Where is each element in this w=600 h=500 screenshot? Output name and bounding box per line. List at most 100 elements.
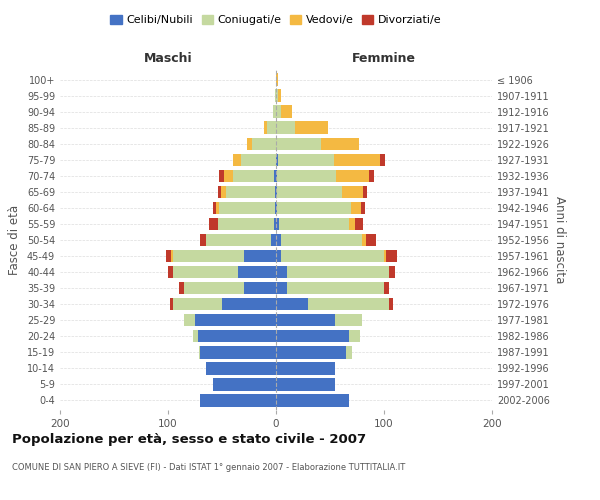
Bar	[322, 138, 359, 150]
Bar	[274, 170, 276, 182]
Bar	[277, 186, 342, 198]
Bar	[218, 186, 221, 198]
Bar	[276, 378, 335, 390]
Bar	[389, 298, 392, 310]
Bar	[281, 234, 362, 246]
Text: Popolazione per età, sesso e stato civile - 2007: Popolazione per età, sesso e stato civil…	[12, 432, 366, 446]
Bar	[276, 234, 281, 246]
Bar	[193, 330, 198, 342]
Bar	[277, 170, 337, 182]
Bar	[218, 218, 274, 230]
Bar	[168, 266, 173, 278]
Bar	[200, 234, 206, 246]
Bar	[214, 202, 215, 214]
Bar	[179, 282, 184, 294]
Bar	[166, 250, 171, 262]
Bar	[275, 90, 276, 102]
Bar	[274, 218, 276, 230]
Bar	[219, 202, 275, 214]
Bar	[273, 106, 276, 118]
Bar	[365, 234, 376, 246]
Bar	[380, 154, 385, 166]
Bar	[224, 170, 233, 182]
Bar	[276, 90, 278, 102]
Bar	[247, 138, 252, 150]
Bar	[346, 346, 352, 358]
Bar	[170, 298, 173, 310]
Bar	[206, 362, 276, 374]
Bar	[173, 298, 222, 310]
Bar	[206, 234, 271, 246]
Bar	[171, 250, 173, 262]
Legend: Celibi/Nubili, Coniugati/e, Vedovi/e, Divorziati/e: Celibi/Nubili, Coniugati/e, Vedovi/e, Di…	[106, 10, 446, 30]
Text: COMUNE DI SAN PIERO A SIEVE (FI) - Dati ISTAT 1° gennaio 2007 - Elaborazione TUT: COMUNE DI SAN PIERO A SIEVE (FI) - Dati …	[12, 462, 405, 471]
Bar	[184, 314, 195, 326]
Bar	[279, 218, 349, 230]
Bar	[195, 314, 276, 326]
Text: Maschi: Maschi	[143, 52, 193, 65]
Bar	[389, 266, 395, 278]
Y-axis label: Anni di nascita: Anni di nascita	[553, 196, 566, 284]
Bar	[226, 186, 275, 198]
Bar	[233, 154, 241, 166]
Bar	[355, 218, 364, 230]
Bar	[244, 282, 276, 294]
Bar	[295, 122, 328, 134]
Bar	[287, 266, 389, 278]
Bar	[221, 186, 226, 198]
Bar	[219, 170, 224, 182]
Bar	[276, 138, 322, 150]
Bar	[276, 170, 277, 182]
Bar	[278, 90, 281, 102]
Bar	[214, 378, 276, 390]
Bar	[209, 218, 218, 230]
Bar	[276, 106, 281, 118]
Bar	[281, 106, 292, 118]
Bar	[264, 122, 268, 134]
Bar	[241, 154, 276, 166]
Bar	[275, 186, 276, 198]
Bar	[276, 298, 308, 310]
Bar	[349, 330, 360, 342]
Bar	[361, 202, 365, 214]
Bar	[275, 202, 276, 214]
Bar	[384, 282, 389, 294]
Bar	[287, 282, 384, 294]
Bar	[308, 298, 389, 310]
Bar	[276, 154, 278, 166]
Bar	[335, 314, 362, 326]
Bar	[350, 202, 361, 214]
Bar	[276, 186, 277, 198]
Bar	[334, 154, 380, 166]
Bar	[233, 170, 274, 182]
Bar	[342, 186, 364, 198]
Bar	[281, 250, 384, 262]
Bar	[271, 234, 276, 246]
Bar	[215, 202, 219, 214]
Bar	[276, 394, 349, 406]
Bar	[276, 266, 287, 278]
Bar	[277, 202, 350, 214]
Bar	[200, 394, 276, 406]
Bar	[276, 362, 335, 374]
Bar	[276, 346, 346, 358]
Bar	[276, 74, 278, 86]
Bar	[184, 282, 244, 294]
Bar	[276, 330, 349, 342]
Bar	[276, 122, 295, 134]
Bar	[276, 282, 287, 294]
Bar	[276, 218, 279, 230]
Bar	[349, 218, 355, 230]
Y-axis label: Fasce di età: Fasce di età	[8, 205, 21, 275]
Bar	[268, 122, 276, 134]
Bar	[384, 250, 386, 262]
Bar	[362, 234, 365, 246]
Bar	[252, 138, 276, 150]
Bar	[386, 250, 397, 262]
Bar	[222, 298, 276, 310]
Bar	[200, 346, 276, 358]
Bar	[278, 154, 334, 166]
Bar	[198, 330, 276, 342]
Bar	[276, 202, 277, 214]
Bar	[238, 266, 276, 278]
